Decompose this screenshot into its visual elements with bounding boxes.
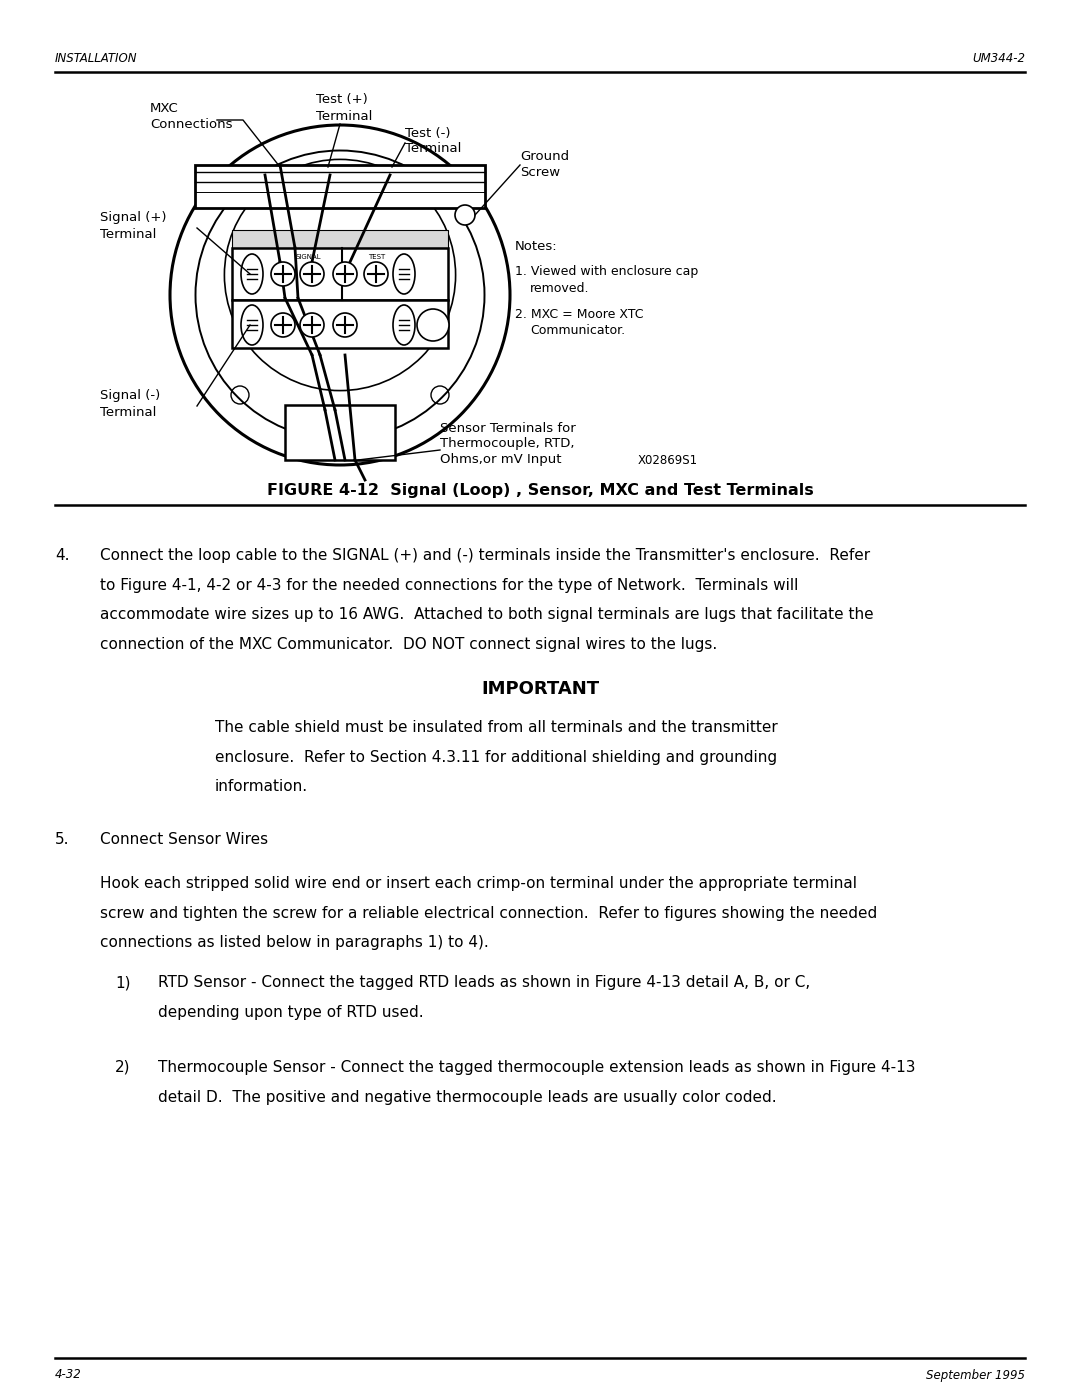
Circle shape — [364, 263, 388, 286]
Circle shape — [455, 205, 475, 225]
Text: connections as listed below in paragraphs 1) to 4).: connections as listed below in paragraph… — [100, 936, 489, 950]
Text: detail D.  The positive and negative thermocouple leads are usually color coded.: detail D. The positive and negative ther… — [158, 1090, 777, 1105]
Text: to Figure 4-1, 4-2 or 4-3 for the needed connections for the type of Network.  T: to Figure 4-1, 4-2 or 4-3 for the needed… — [100, 578, 798, 592]
Text: Terminal: Terminal — [316, 109, 373, 123]
Text: 2. MXC = Moore XTC: 2. MXC = Moore XTC — [515, 309, 644, 321]
Text: accommodate wire sizes up to 16 AWG.  Attached to both signal terminals are lugs: accommodate wire sizes up to 16 AWG. Att… — [100, 608, 874, 623]
Text: 5.: 5. — [55, 833, 69, 847]
Text: Terminal: Terminal — [100, 228, 157, 240]
Ellipse shape — [241, 305, 264, 345]
Text: RTD Sensor - Connect the tagged RTD leads as shown in Figure 4-13 detail A, B, o: RTD Sensor - Connect the tagged RTD lead… — [158, 975, 810, 990]
Text: Signal (+): Signal (+) — [100, 211, 166, 225]
Circle shape — [417, 309, 449, 341]
Text: 1): 1) — [114, 975, 131, 990]
Text: Communicator.: Communicator. — [530, 324, 625, 338]
Text: MXC: MXC — [150, 102, 179, 115]
Circle shape — [333, 313, 357, 337]
Text: Ground: Ground — [519, 151, 569, 163]
Text: Test (-): Test (-) — [405, 127, 450, 140]
Circle shape — [300, 313, 324, 337]
Bar — [285, 405, 395, 460]
Text: Signal (-): Signal (-) — [100, 390, 160, 402]
Text: 1. Viewed with enclosure cap: 1. Viewed with enclosure cap — [515, 265, 699, 278]
Text: Screw: Screw — [519, 166, 561, 179]
Text: Hook each stripped solid wire end or insert each crimp-on terminal under the app: Hook each stripped solid wire end or ins… — [100, 876, 858, 891]
Circle shape — [300, 263, 324, 286]
Ellipse shape — [241, 254, 264, 293]
Ellipse shape — [393, 254, 415, 293]
Text: removed.: removed. — [530, 282, 590, 295]
Text: Test (+): Test (+) — [316, 94, 368, 106]
Text: Connect the loop cable to the SIGNAL (+) and (-) terminals inside the Transmitte: Connect the loop cable to the SIGNAL (+)… — [100, 548, 870, 563]
Text: Connect Sensor Wires: Connect Sensor Wires — [100, 833, 268, 847]
Bar — [232, 300, 448, 348]
Text: X02869S1: X02869S1 — [638, 454, 698, 467]
Text: Notes:: Notes: — [515, 240, 557, 253]
Text: INSTALLATION: INSTALLATION — [55, 52, 137, 64]
Text: connection of the MXC Communicator.  DO NOT connect signal wires to the lugs.: connection of the MXC Communicator. DO N… — [100, 637, 717, 652]
Text: The cable shield must be insulated from all terminals and the transmitter: The cable shield must be insulated from … — [215, 719, 778, 735]
Circle shape — [333, 263, 357, 286]
Circle shape — [271, 263, 295, 286]
Text: UM344-2: UM344-2 — [972, 52, 1025, 64]
Text: Terminal: Terminal — [100, 405, 157, 419]
Text: SIGNAL: SIGNAL — [295, 254, 321, 260]
Text: Thermocouple Sensor - Connect the tagged thermocouple extension leads as shown i: Thermocouple Sensor - Connect the tagged… — [158, 1060, 916, 1076]
Text: Ohms,or mV Input: Ohms,or mV Input — [440, 454, 562, 467]
Ellipse shape — [393, 305, 415, 345]
Circle shape — [271, 313, 295, 337]
Bar — [232, 249, 448, 300]
Bar — [232, 231, 448, 249]
Text: FIGURE 4-12  Signal (Loop) , Sensor, MXC and Test Terminals: FIGURE 4-12 Signal (Loop) , Sensor, MXC … — [267, 482, 813, 497]
Text: Sensor Terminals for: Sensor Terminals for — [440, 422, 576, 434]
Text: 2): 2) — [114, 1060, 131, 1076]
Text: Thermocouple, RTD,: Thermocouple, RTD, — [440, 437, 575, 450]
Text: depending upon type of RTD used.: depending upon type of RTD used. — [158, 1004, 423, 1020]
Text: Connections: Connections — [150, 117, 232, 130]
Text: 4.: 4. — [55, 548, 69, 563]
Text: screw and tighten the screw for a reliable electrical connection.  Refer to figu: screw and tighten the screw for a reliab… — [100, 905, 877, 921]
Text: information.: information. — [215, 780, 308, 795]
Text: enclosure.  Refer to Section 4.3.11 for additional shielding and grounding: enclosure. Refer to Section 4.3.11 for a… — [215, 750, 778, 764]
Text: TEST: TEST — [368, 254, 386, 260]
Text: Terminal: Terminal — [405, 142, 461, 155]
Text: September 1995: September 1995 — [926, 1369, 1025, 1382]
Text: IMPORTANT: IMPORTANT — [481, 680, 599, 698]
Text: 4-32: 4-32 — [55, 1369, 82, 1382]
Bar — [195, 165, 485, 208]
